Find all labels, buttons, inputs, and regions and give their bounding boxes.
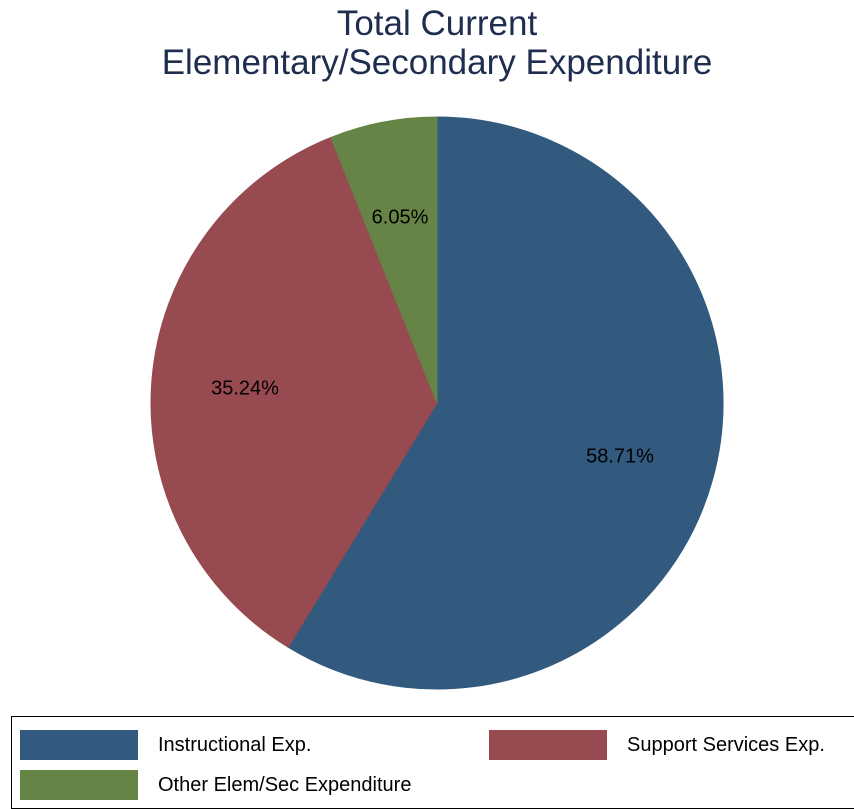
- chart-title: Total Current Elementary/Secondary Expen…: [0, 4, 854, 82]
- legend-item-other: Other Elem/Sec Expenditure: [20, 770, 411, 800]
- slice-label-other: 6.05%: [372, 206, 429, 228]
- pie-slice-support-services: [150, 136, 438, 648]
- pie-slice-instructional: [287, 116, 724, 690]
- legend-item-instructional: Instructional Exp.: [20, 730, 311, 760]
- pie-labels: 58.71% 35.24% 6.05%: [211, 206, 654, 467]
- legend: Instructional Exp. Support Services Exp.…: [11, 716, 854, 809]
- legend-label-support-services: Support Services Exp.: [627, 733, 825, 756]
- pie-chart: 58.71% 35.24% 6.05%: [150, 116, 724, 690]
- slice-label-support-services: 35.24%: [211, 377, 279, 399]
- pie-slice-other: [330, 116, 438, 404]
- chart-title-line-1: Total Current: [336, 4, 538, 43]
- pie-slices: [150, 116, 724, 690]
- legend-swatch-support-services: [489, 730, 607, 760]
- legend-label-other: Other Elem/Sec Expenditure: [158, 773, 412, 796]
- legend-swatch-other: [20, 770, 138, 800]
- legend-label-instructional: Instructional Exp.: [158, 733, 312, 756]
- chart-title-line-2: Elementary/Secondary Expenditure: [161, 43, 713, 82]
- legend-item-support-services: Support Services Exp.: [489, 730, 825, 760]
- legend-swatch-instructional: [20, 730, 138, 760]
- slice-label-instructional: 58.71%: [586, 445, 654, 467]
